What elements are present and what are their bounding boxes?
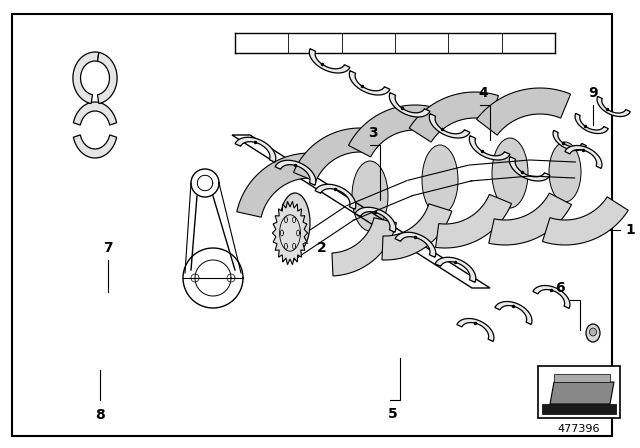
Polygon shape [74, 135, 116, 158]
Text: 4: 4 [478, 86, 488, 100]
Polygon shape [429, 114, 470, 138]
Polygon shape [597, 96, 630, 116]
Ellipse shape [549, 142, 581, 202]
Polygon shape [332, 218, 396, 276]
Polygon shape [543, 197, 628, 245]
Polygon shape [235, 137, 276, 162]
Polygon shape [349, 71, 390, 95]
Polygon shape [457, 319, 494, 341]
Text: 1: 1 [625, 223, 635, 237]
Text: 7: 7 [103, 241, 113, 255]
Polygon shape [309, 49, 350, 73]
Polygon shape [469, 136, 510, 160]
Polygon shape [294, 128, 369, 181]
Polygon shape [389, 93, 430, 117]
Polygon shape [273, 201, 308, 265]
Text: 6: 6 [555, 281, 565, 295]
Bar [554, 374, 610, 382]
Polygon shape [436, 194, 511, 248]
Text: 477396: 477396 [557, 424, 600, 434]
Bar [542, 404, 616, 414]
Polygon shape [509, 157, 550, 181]
Text: 2: 2 [317, 241, 327, 255]
Polygon shape [382, 204, 452, 260]
Polygon shape [348, 105, 431, 157]
Ellipse shape [422, 145, 458, 215]
Polygon shape [495, 302, 532, 324]
Polygon shape [237, 153, 308, 217]
Bar [538, 366, 620, 418]
Polygon shape [355, 207, 396, 233]
Polygon shape [550, 382, 614, 404]
Polygon shape [73, 52, 99, 103]
Polygon shape [565, 146, 602, 168]
Polygon shape [575, 113, 608, 134]
Polygon shape [315, 184, 356, 209]
Polygon shape [395, 232, 436, 257]
Polygon shape [97, 52, 117, 103]
Polygon shape [435, 257, 476, 282]
Text: 5: 5 [388, 407, 398, 421]
Text: 9: 9 [588, 86, 598, 100]
Polygon shape [74, 102, 116, 125]
Polygon shape [275, 160, 316, 185]
Polygon shape [489, 193, 572, 245]
Ellipse shape [586, 324, 600, 342]
Ellipse shape [352, 161, 388, 231]
Text: 3: 3 [368, 126, 378, 140]
Ellipse shape [280, 193, 310, 253]
Ellipse shape [589, 328, 596, 336]
Text: 8: 8 [95, 408, 105, 422]
Ellipse shape [492, 138, 528, 208]
Polygon shape [553, 130, 586, 151]
Polygon shape [533, 285, 570, 309]
Polygon shape [409, 92, 499, 142]
Polygon shape [477, 88, 571, 135]
